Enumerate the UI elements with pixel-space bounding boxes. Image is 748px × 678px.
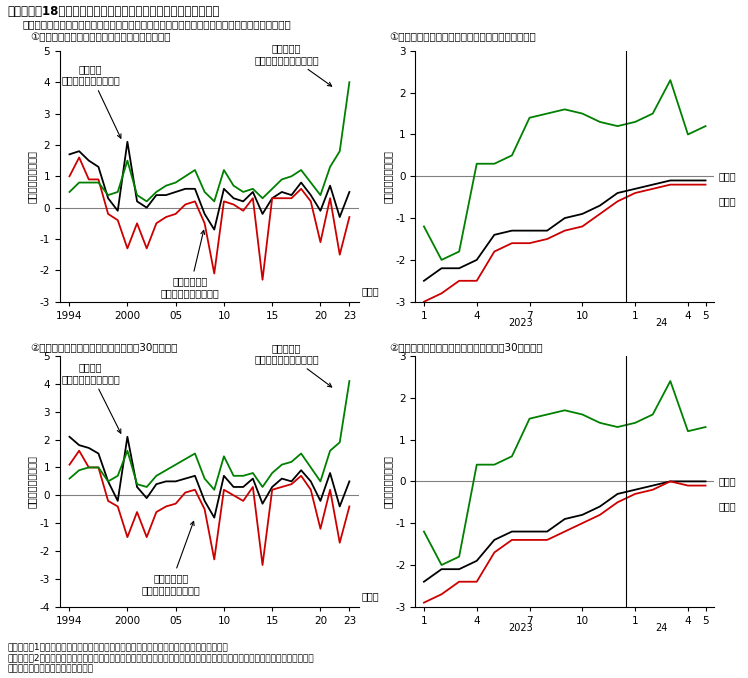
Text: 2023: 2023 xyxy=(509,317,533,327)
Y-axis label: （前年同月比、％）: （前年同月比、％） xyxy=(382,150,392,203)
Text: ②－２　直近の時系列推移（事業所規模30人以上）: ②－２ 直近の時系列推移（事業所規模30人以上） xyxy=(389,342,542,353)
Text: 定期給与
（フルタイム労働者）: 定期給与 （フルタイム労働者） xyxy=(61,64,121,138)
Text: （月）: （月） xyxy=(718,172,736,181)
Text: 現金給与総額
（フルタイム労働者）: 現金給与総額 （フルタイム労働者） xyxy=(141,521,200,595)
Text: 24: 24 xyxy=(655,622,668,633)
Y-axis label: （前年同月比、％）: （前年同月比、％） xyxy=(27,455,37,508)
Text: 定期給与
（フルタイム労働者）: 定期給与 （フルタイム労働者） xyxy=(61,362,120,433)
Text: （年）: （年） xyxy=(718,197,736,206)
Text: 現金給与総額
（フルタイム労働者）: 現金給与総額 （フルタイム労働者） xyxy=(161,231,219,298)
Text: （年）: （年） xyxy=(361,592,379,601)
Text: （備考）　1．厚生労働省「毎月勤労統計調査」、総務省「消費者物価指数」により作成。: （備考） 1．厚生労働省「毎月勤労統計調査」、総務省「消費者物価指数」により作成… xyxy=(7,643,228,652)
Text: 2023: 2023 xyxy=(509,622,533,633)
Text: （月）: （月） xyxy=(718,477,736,486)
Text: （年）: （年） xyxy=(718,502,736,511)
Text: することにより算出。: することにより算出。 xyxy=(7,664,94,673)
Text: ①－２　直近の時系列推移（事業所規模５人以上）: ①－２ 直近の時系列推移（事業所規模５人以上） xyxy=(389,33,536,43)
Text: 2．消費者物価指数（総合）で除した実質的な購買力ベースの値。所定内時給は、所定内給与を所定内労働時間で除: 2．消費者物価指数（総合）で除した実質的な購買力ベースの値。所定内時給は、所定内… xyxy=(7,654,314,662)
Text: 24: 24 xyxy=(655,317,668,327)
Text: （年）: （年） xyxy=(361,287,379,296)
Y-axis label: （前年同月比、％）: （前年同月比、％） xyxy=(27,150,37,203)
Text: ②－１　長期時系列推移（事業所規模30人以上）: ②－１ 長期時系列推移（事業所規模30人以上） xyxy=(30,342,177,353)
Text: 所定内時給
（パートタイム労働者）: 所定内時給 （パートタイム労働者） xyxy=(254,43,331,86)
Text: ①－１　長期時系列推移（事業所規模５人以上）: ①－１ 長期時系列推移（事業所規模５人以上） xyxy=(30,33,171,43)
Text: 所定内時給
（パートタイム労働者）: 所定内時給 （パートタイム労働者） xyxy=(254,342,331,387)
Y-axis label: （前年同月比、％）: （前年同月比、％） xyxy=(382,455,392,508)
Text: パート労働者の時給は昨年秋以降１％弱のプラス、フルタイム労働者の月給も減少が緩やかに: パート労働者の時給は昨年秋以降１％弱のプラス、フルタイム労働者の月給も減少が緩や… xyxy=(22,19,291,29)
Text: 第１－２－18図　就業形態別にみた実質的な購買力ベースの賃金: 第１－２－18図 就業形態別にみた実質的な購買力ベースの賃金 xyxy=(7,5,220,18)
